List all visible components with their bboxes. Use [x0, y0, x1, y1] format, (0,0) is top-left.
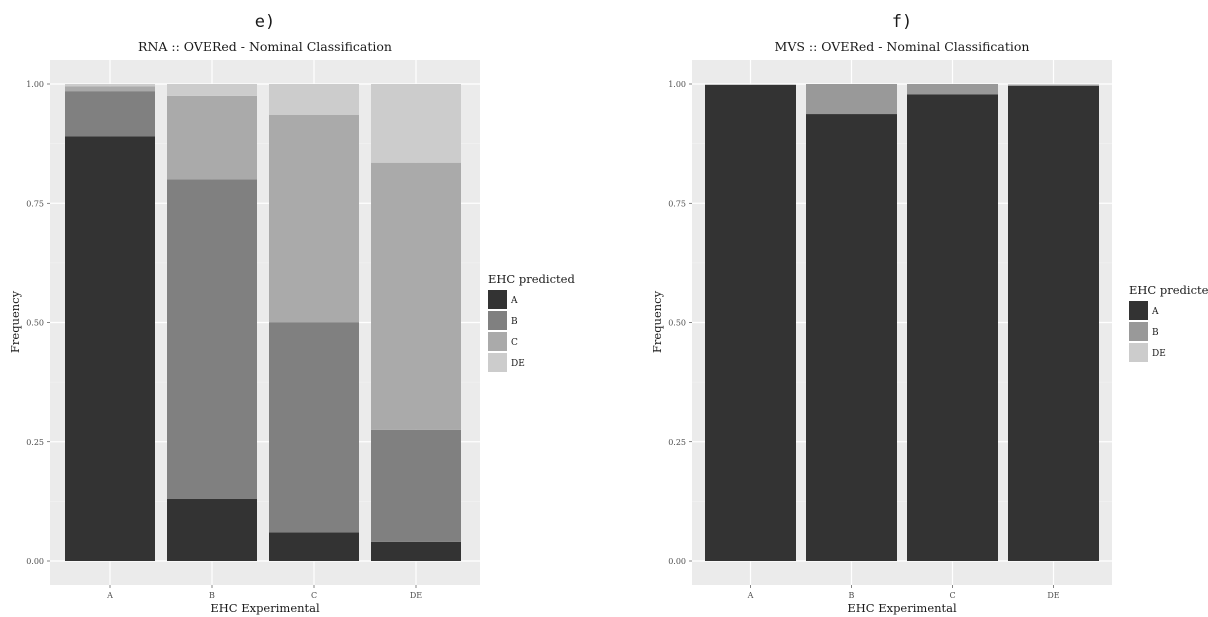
panel-e-bars	[65, 84, 461, 561]
y-tick-label: 0.00	[26, 557, 44, 566]
bar-segment-de-de	[371, 84, 461, 163]
panel-f: f) MVS :: OVERed - Nominal Classificatio…	[650, 12, 1208, 615]
legend-key-swatch	[1129, 343, 1148, 362]
bar-segment-a-c	[65, 86, 155, 92]
bar-segment-de-a	[371, 541, 461, 561]
bar-segment-c-de	[269, 84, 359, 116]
bar-segment-c-a	[269, 532, 359, 561]
legend-key-label: A	[510, 296, 518, 306]
bar-segment-de-b	[1008, 84, 1099, 86]
bar-segment-de-b	[371, 429, 461, 542]
legend-key-label: B	[1152, 328, 1159, 338]
bar-segment-b-b	[806, 84, 897, 115]
bar-segment-b-de	[167, 84, 257, 96]
panel-f-y-axis-title: Frequency	[650, 290, 664, 353]
panel-f-letter: f)	[892, 12, 912, 32]
panel-f-bars	[705, 84, 1099, 562]
y-tick-label: 1.00	[26, 80, 44, 89]
x-tick-label: DE	[1047, 591, 1059, 600]
panel-f-x-axis-title: EHC Experimental	[847, 601, 957, 615]
x-tick-label: C	[949, 591, 955, 600]
panel-e: e) RNA :: OVERed - Nominal Classificatio…	[8, 12, 575, 615]
bar-segment-a-a	[65, 136, 155, 561]
bar-segment-a-b	[65, 91, 155, 137]
bar-segment-b-b	[167, 179, 257, 499]
panel-f-title: MVS :: OVERed - Nominal Classification	[775, 39, 1030, 54]
legend-key-label: B	[511, 317, 518, 327]
bar-segment-de-c	[371, 162, 461, 430]
legend-key-swatch	[1129, 322, 1148, 341]
panel-e-letter: e)	[255, 12, 275, 32]
panel-f-x-ticks: A B C DE	[747, 585, 1060, 600]
panel-f-y-ticks: 0.00 0.25 0.50 0.75 1.00	[668, 80, 692, 566]
legend-key-swatch	[488, 332, 507, 351]
x-tick-label: A	[747, 591, 754, 600]
bar-segment-de-de	[1008, 84, 1099, 85]
panel-e-y-ticks: 0.00 0.25 0.50 0.75 1.00	[26, 80, 50, 566]
legend-key-swatch	[488, 353, 507, 372]
bar-segment-c-c	[269, 115, 359, 323]
panel-e-legend-title: EHC predicted	[488, 272, 575, 286]
panel-f-legend-title: EHC predicted	[1129, 283, 1208, 297]
bar-segment-a-de	[65, 84, 155, 87]
bar-segment-b-a	[806, 114, 897, 562]
bar-segment-c-b	[269, 322, 359, 533]
y-tick-label: 0.25	[26, 438, 44, 447]
panel-e-legend-keys: A B C DE	[488, 290, 525, 372]
panel-e-title: RNA :: OVERed - Nominal Classification	[138, 39, 392, 54]
panel-f-legend: EHC predicted A B DE	[1129, 283, 1208, 362]
x-tick-label: B	[849, 591, 855, 600]
y-tick-label: 1.00	[668, 80, 686, 89]
panel-e-legend: EHC predicted A B C DE	[488, 272, 575, 372]
bar-segment-c-b	[907, 84, 998, 95]
panel-e-y-axis-title: Frequency	[8, 290, 22, 353]
panel-f-legend-keys: A B DE	[1129, 301, 1166, 362]
bar-segment-a-a	[705, 84, 796, 561]
bar-segment-a-de	[705, 84, 796, 85]
panel-e-x-ticks: A B C DE	[106, 585, 422, 600]
legend-key-swatch	[488, 311, 507, 330]
bar-segment-b-a	[167, 498, 257, 561]
y-tick-label: 0.50	[26, 319, 44, 328]
x-tick-label: A	[106, 591, 113, 600]
x-tick-label: B	[209, 591, 215, 600]
bar-segment-c-a	[907, 94, 998, 561]
y-tick-label: 0.25	[668, 438, 686, 447]
legend-key-swatch	[1129, 301, 1148, 320]
panel-e-x-axis-title: EHC Experimental	[210, 601, 320, 615]
x-tick-label: C	[311, 591, 317, 600]
y-tick-label: 0.75	[26, 199, 44, 208]
bar-segment-de-a	[1008, 85, 1099, 562]
bar-segment-b-c	[167, 95, 257, 180]
legend-key-label: DE	[1152, 349, 1166, 359]
legend-key-swatch	[488, 290, 507, 309]
legend-key-label: DE	[511, 359, 525, 369]
y-tick-label: 0.50	[668, 319, 686, 328]
y-tick-label: 0.75	[668, 199, 686, 208]
y-tick-label: 0.00	[668, 557, 686, 566]
legend-key-label: A	[1151, 307, 1159, 317]
x-tick-label: DE	[410, 591, 422, 600]
legend-key-label: C	[511, 338, 518, 348]
